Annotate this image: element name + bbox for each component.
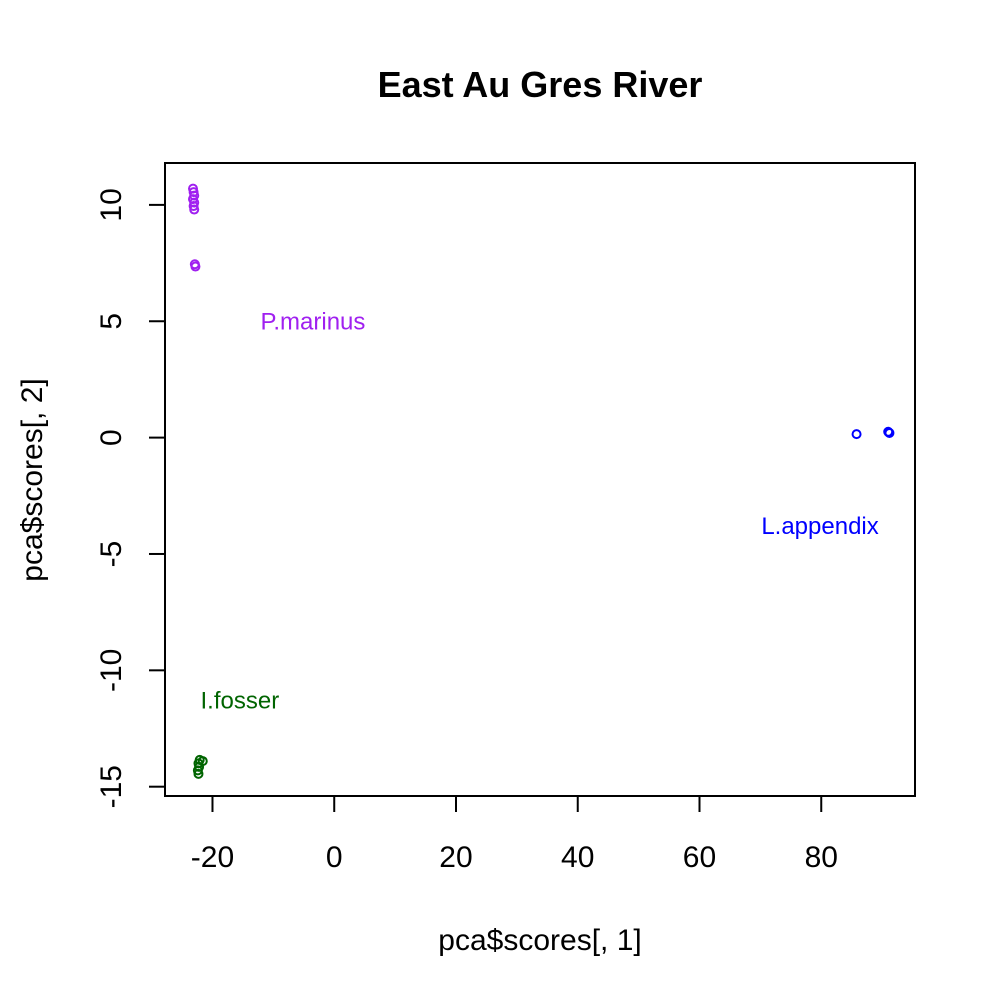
y-tick-label: -5 <box>95 541 128 568</box>
x-tick-label: -20 <box>191 841 234 874</box>
data-point <box>883 426 894 437</box>
points-layer <box>188 183 895 779</box>
group-labels: P.marinus L.appendix I.fosser <box>201 308 879 714</box>
series-points <box>192 754 208 779</box>
x-axis-label: pca$scores[, 1] <box>438 924 641 957</box>
x-tick-label: 40 <box>561 841 594 874</box>
x-tick-label: 60 <box>683 841 716 874</box>
data-point <box>189 204 200 215</box>
data-point <box>884 427 895 438</box>
y-axis-label: pca$scores[, 2] <box>16 378 49 581</box>
data-point <box>851 429 862 440</box>
y-tick-label: 0 <box>95 429 128 446</box>
y-tick-label: 10 <box>95 188 128 221</box>
series-label: L.appendix <box>761 513 878 540</box>
y-axis: -15 -10 -5 0 5 10 <box>95 188 166 808</box>
x-tick-label: 80 <box>805 841 838 874</box>
series-label: P.marinus <box>260 308 365 335</box>
y-tick-label: -15 <box>95 765 128 808</box>
x-tick-label: 20 <box>439 841 472 874</box>
y-tick-label: 5 <box>95 313 128 330</box>
data-point <box>193 768 204 779</box>
x-tick-label: 0 <box>326 841 343 874</box>
data-point <box>190 261 201 272</box>
series-label: I.fosser <box>201 688 280 715</box>
x-axis: -20 0 20 40 60 80 <box>191 795 838 874</box>
y-tick-label: -10 <box>95 649 128 692</box>
series-points <box>851 426 895 440</box>
chart-title: East Au Gres River <box>378 64 703 105</box>
series-points <box>188 183 201 272</box>
